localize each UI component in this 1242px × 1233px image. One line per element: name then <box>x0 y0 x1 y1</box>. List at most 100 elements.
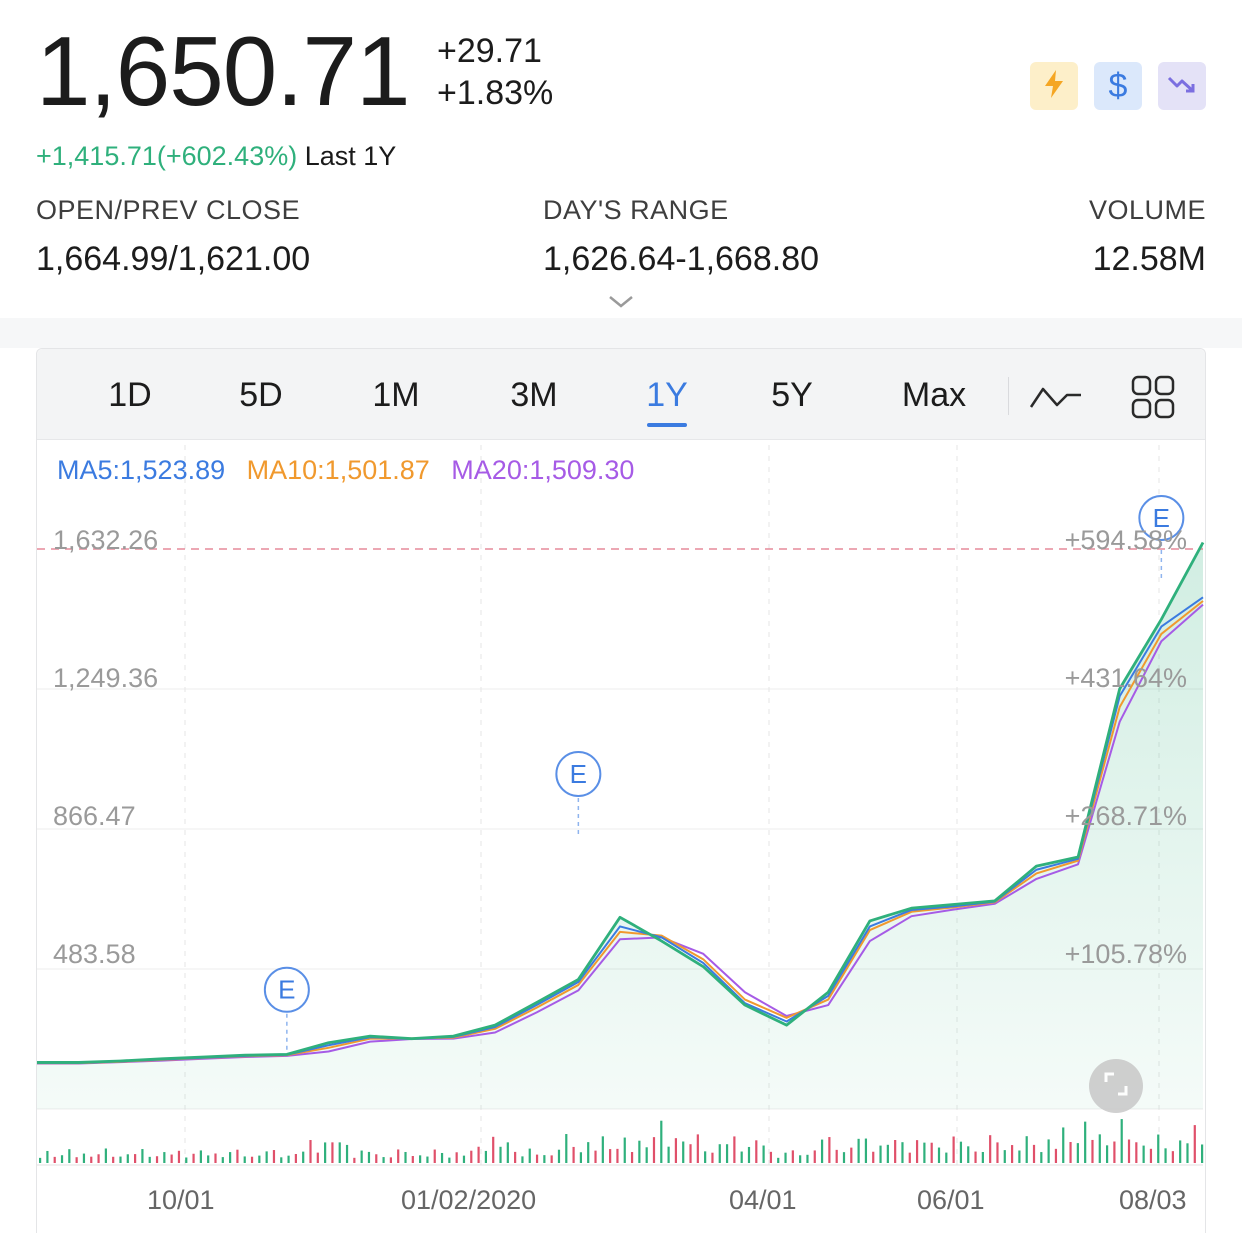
volume-bar <box>53 1156 56 1163</box>
volume-bar <box>462 1155 466 1163</box>
volume-bar <box>864 1138 868 1163</box>
y-tick-right: +268.71% <box>1064 801 1187 831</box>
volume-bar <box>901 1142 904 1163</box>
ma10-value: MA10:1,501.87 <box>246 455 430 485</box>
volume-bar <box>959 1141 963 1163</box>
volume-bar <box>1135 1142 1138 1163</box>
volume-bar <box>572 1146 575 1163</box>
volume-bar <box>769 1151 773 1163</box>
volume-bar <box>258 1155 261 1163</box>
volume-bar <box>894 1140 897 1163</box>
volume-bar <box>126 1154 129 1163</box>
volume-bar <box>952 1136 955 1163</box>
volume-bar <box>1054 1148 1058 1163</box>
volume-bar <box>1193 1125 1196 1163</box>
volume-bar <box>557 1149 561 1163</box>
tab-max[interactable]: Max <box>901 376 967 414</box>
volume-bar <box>214 1153 217 1163</box>
volume-bar <box>850 1147 853 1163</box>
volume-bar <box>725 1144 729 1163</box>
dollar-button[interactable]: $ <box>1094 62 1142 110</box>
volume-bar <box>287 1155 290 1163</box>
stat-value: 1,626.64-1,668.80 <box>543 240 820 278</box>
volume-bar <box>272 1150 276 1163</box>
volume-bar <box>1076 1143 1079 1163</box>
volume-bar <box>316 1152 319 1163</box>
volume-bar <box>331 1142 334 1163</box>
volume-bar <box>565 1134 568 1163</box>
volume-bar <box>886 1144 889 1163</box>
volume-bar <box>185 1157 188 1163</box>
volume-bar <box>389 1157 392 1163</box>
volume-bar <box>309 1140 312 1163</box>
volume-bar <box>989 1135 992 1163</box>
lightning-icon <box>1043 69 1065 104</box>
y-tick-left: 483.58 <box>53 939 136 969</box>
moving-average-legend: MA5:1,523.89 MA10:1,501.87 MA20:1,509.30 <box>57 453 648 487</box>
volume-bar <box>250 1156 254 1163</box>
volume-bar <box>353 1157 356 1163</box>
expand-icon <box>1103 1071 1129 1102</box>
volume-bar <box>97 1154 100 1163</box>
indicators-button[interactable] <box>1131 375 1175 424</box>
expand-stats-button[interactable] <box>607 294 635 315</box>
tab-5d[interactable]: 5D <box>239 376 283 414</box>
volume-bar <box>302 1151 305 1163</box>
volume-bar <box>528 1148 531 1163</box>
earnings-marker-label: E <box>570 759 587 789</box>
chart-type-button[interactable] <box>1029 379 1083 420</box>
x-tick: 01/02/2020 <box>401 1185 537 1215</box>
tab-1m[interactable]: 1M <box>372 376 420 414</box>
y-tick-right: +431.64% <box>1064 663 1187 693</box>
volume-bar <box>630 1152 634 1163</box>
volume-bar <box>645 1147 648 1163</box>
alert-button[interactable] <box>1030 62 1078 110</box>
tab-3m[interactable]: 3M <box>510 376 558 414</box>
tab-1d[interactable]: 1D <box>108 376 152 414</box>
volume-bar <box>616 1148 619 1163</box>
stat-value: 12.58M <box>1092 240 1206 278</box>
fullscreen-button[interactable] <box>1089 1059 1143 1113</box>
volume-bar <box>375 1154 378 1163</box>
volume-bar <box>404 1151 407 1163</box>
volume-bar <box>1105 1145 1109 1163</box>
stat-label: VOLUME <box>1088 195 1206 225</box>
volume-bar <box>90 1156 93 1163</box>
earnings-marker-label: E <box>278 975 295 1005</box>
x-tick: 10/01 <box>147 1185 215 1215</box>
volume-bar <box>1201 1144 1204 1163</box>
volume-bar <box>1003 1150 1006 1163</box>
last-price: 1,650.71 <box>36 16 410 126</box>
volume-bar <box>119 1156 122 1163</box>
volume-bar <box>367 1151 371 1163</box>
series-line-price <box>37 541 1205 1064</box>
volume-bar <box>163 1152 166 1163</box>
y-tick-right: +594.58% <box>1064 525 1187 555</box>
volume-bar <box>148 1156 151 1163</box>
volume-bar <box>652 1137 656 1163</box>
trend-button[interactable] <box>1158 62 1206 110</box>
y-tick-right: +105.78% <box>1064 939 1187 969</box>
volume-bar <box>39 1157 42 1163</box>
period-change-value: +1,415.71(+602.43%) <box>36 141 298 171</box>
volume-bar <box>382 1157 385 1163</box>
volume-bar <box>535 1154 539 1163</box>
volume-bar <box>791 1150 794 1163</box>
volume-bar <box>1018 1150 1021 1163</box>
chart-card: 1D 5D 1M 3M 1Y 5Y Max MA5:1,523.89 MA10:… <box>36 348 1206 1233</box>
volume-bar <box>506 1142 509 1163</box>
stat-label: DAY'S RANGE <box>543 195 729 225</box>
volume-bar <box>967 1146 970 1163</box>
tab-1y[interactable]: 1Y <box>646 376 688 414</box>
volume-bar <box>689 1144 692 1163</box>
volume-bar <box>397 1149 400 1163</box>
tab-5y[interactable]: 5Y <box>771 376 813 414</box>
volume-bar <box>674 1138 678 1163</box>
volume-bar <box>835 1149 838 1163</box>
volume-bar <box>141 1149 144 1163</box>
earnings-marker <box>1138 495 1185 542</box>
earnings-marker-label: E <box>1153 503 1170 533</box>
price-chart[interactable]: EEEE <box>37 349 1205 1233</box>
volume-bar <box>477 1146 480 1163</box>
period-change: +1,415.71(+602.43%) Last 1Y <box>36 140 396 172</box>
